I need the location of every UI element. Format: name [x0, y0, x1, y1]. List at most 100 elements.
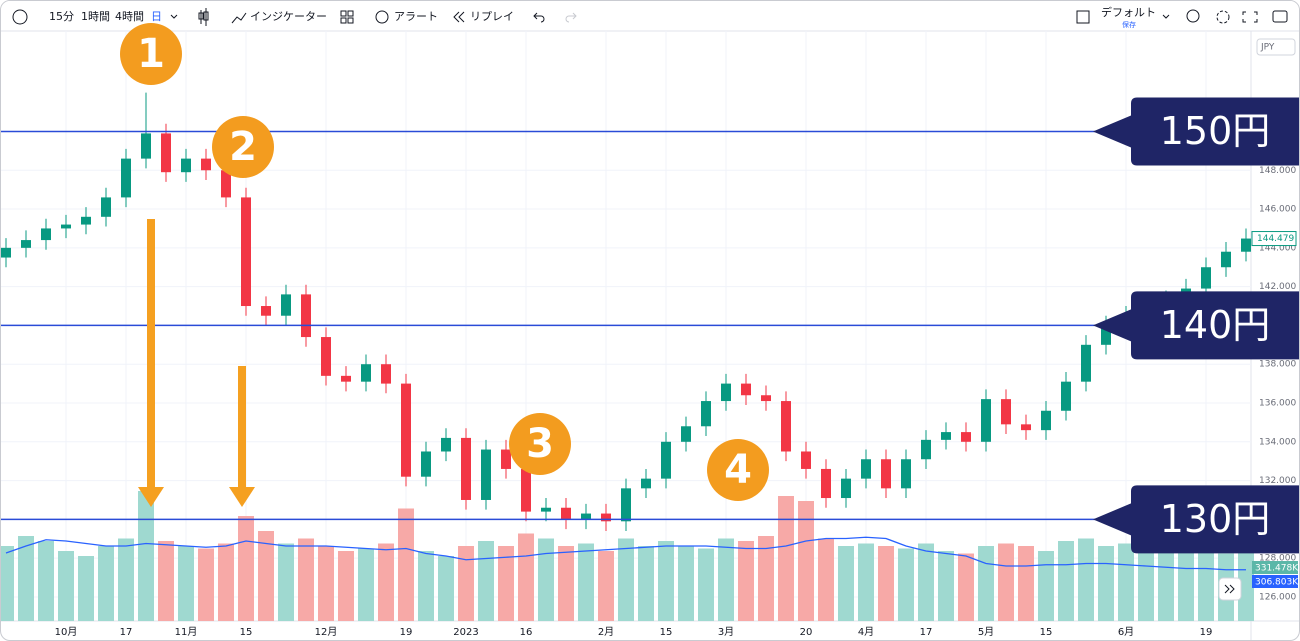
candle-body [721, 383, 731, 402]
indicators-button[interactable]: インジケーター [250, 10, 327, 23]
interval[interactable]: 1時間 [81, 10, 110, 23]
toolbar [1, 1, 1299, 31]
candle-body [821, 468, 831, 499]
add-symbol-icon[interactable] [12, 9, 28, 25]
volume-bar [578, 543, 594, 621]
candle-body [501, 449, 511, 469]
volume-bar [538, 538, 554, 621]
y-tick-label: 138.000 [1259, 360, 1296, 370]
candle-body [861, 459, 871, 479]
candle-body [781, 401, 791, 452]
marker-circle [212, 116, 274, 178]
candle-body [661, 441, 671, 479]
candle-body [561, 507, 571, 520]
candle-body [141, 133, 151, 159]
alert-icon[interactable] [375, 10, 389, 24]
candle-body [61, 224, 71, 229]
volume-bar [758, 536, 774, 621]
screenshot-icon[interactable] [1272, 10, 1288, 23]
volume-bar [218, 543, 234, 621]
volume-label-box [1252, 575, 1298, 588]
volume-bar [478, 541, 494, 621]
x-tick-label: 15 [240, 627, 253, 638]
currency-button[interactable] [1256, 38, 1296, 56]
candle-body [1221, 251, 1231, 268]
volume-bar [498, 546, 514, 621]
layout-checkbox[interactable] [1076, 10, 1090, 24]
volume-bar [918, 543, 934, 621]
dropdown-icon[interactable] [1162, 14, 1170, 19]
redo-icon[interactable] [565, 12, 577, 23]
scroll-button[interactable] [1218, 577, 1242, 601]
candle-body [841, 478, 851, 499]
volume-bar [138, 491, 154, 621]
candle-body [121, 158, 131, 198]
volume-bar [78, 556, 94, 621]
volume-bar [378, 543, 394, 621]
layout-name[interactable]: デフォルト [1101, 5, 1156, 19]
candle-body [801, 451, 811, 469]
interval[interactable]: 4時間 [115, 10, 144, 23]
volume-bar [778, 496, 794, 621]
candle-body [541, 507, 551, 512]
arrow [229, 366, 255, 507]
candle-body [901, 459, 911, 489]
volume-bar [1018, 546, 1034, 621]
settings-icon[interactable] [1216, 10, 1230, 24]
volume-bar [1, 546, 14, 621]
candle-body [181, 158, 191, 173]
fullscreen-icon[interactable] [1242, 11, 1258, 23]
search-icon[interactable] [1186, 9, 1200, 23]
volume-bar [798, 501, 814, 621]
candle-body [1241, 238, 1251, 252]
marker-circle [707, 439, 769, 501]
candle-body [241, 197, 251, 307]
candle-body [481, 449, 491, 500]
volume-bar [318, 546, 334, 621]
candle-body [201, 158, 211, 171]
x-tick-label: 4月 [858, 626, 874, 638]
replay-button[interactable]: リプレイ [470, 10, 514, 23]
indicator-icon[interactable] [231, 12, 247, 24]
y-tick-label: 142.000 [1259, 282, 1296, 292]
volume-bar [198, 548, 214, 621]
layout-icon[interactable] [340, 10, 354, 24]
interval[interactable]: 15分 [49, 10, 74, 23]
x-tick-label: 17 [920, 627, 933, 638]
volume-bar [698, 548, 714, 621]
volume-bar [1238, 546, 1254, 621]
scroll-icon [1224, 584, 1235, 594]
x-tick-label: 15 [660, 627, 673, 638]
chart-type-icon[interactable] [198, 8, 209, 26]
volume-bar [1098, 546, 1114, 621]
y-tick-label: 126.000 [1259, 592, 1296, 602]
dropdown-icon[interactable] [170, 14, 178, 19]
volume-bar [618, 538, 634, 621]
volume-bar [338, 551, 354, 621]
volume-bar [1198, 548, 1214, 621]
marker-label: 3 [526, 421, 554, 467]
volume-bar [1138, 548, 1154, 621]
volume-bar [1118, 543, 1134, 621]
x-tick-label: 20 [800, 627, 813, 638]
plot-area: 126.000128.000130.000132.000134.000136.0… [1, 31, 1299, 638]
volume-bar [858, 543, 874, 621]
candle-body [961, 432, 971, 442]
undo-icon[interactable] [533, 12, 545, 23]
candle-body [81, 216, 91, 225]
alert-button[interactable]: アラート [394, 10, 438, 23]
currency[interactable]: JPY [1260, 43, 1275, 53]
callout-label: 140円 [1160, 303, 1271, 347]
last-price-box [1251, 231, 1297, 247]
x-tick-label: 12月 [315, 626, 338, 638]
volume-bar [678, 546, 694, 621]
candle-body [1081, 344, 1091, 382]
interval-active[interactable]: 日 [151, 10, 162, 23]
candle-body [1201, 267, 1211, 289]
replay-icon[interactable] [453, 11, 465, 23]
candle-body [681, 426, 691, 442]
volume-bar [1158, 551, 1174, 621]
volume-bar [638, 546, 654, 621]
volume-bar [458, 546, 474, 621]
y-tick-label: 134.000 [1259, 437, 1296, 447]
